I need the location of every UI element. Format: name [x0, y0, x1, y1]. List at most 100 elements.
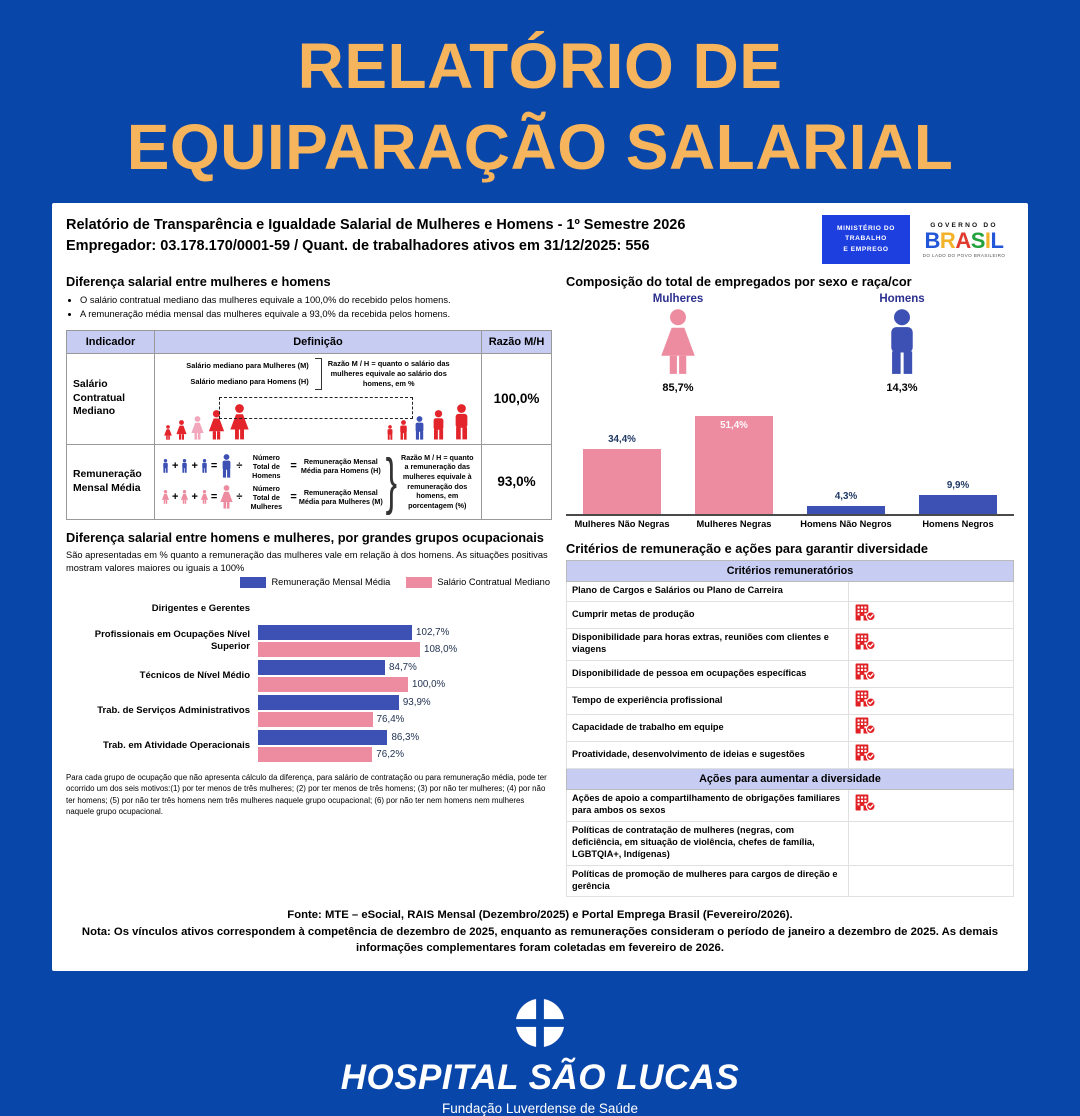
- pay-gap-bullets: O salário contratual mediano das mulhere…: [80, 293, 552, 322]
- occ-bar-value: 86,3%: [391, 732, 420, 744]
- occ-category-label: Trab. em Atividade Operacionais: [103, 740, 250, 752]
- comp-bar: 4,3%: [807, 491, 885, 514]
- occupational-chart-legend: Remuneração Mensal Média Salário Contratu…: [66, 576, 550, 588]
- criteria-row: Tempo de experiência profissional: [566, 686, 1015, 715]
- woman-icon: [181, 490, 189, 504]
- definition-cell: Salário mediano para Mulheres (M) Salári…: [154, 352, 482, 445]
- gov-letter: I: [984, 227, 991, 253]
- criteria-label: Políticas de contratação de mulheres (ne…: [566, 820, 849, 866]
- criteria-check-cell: [847, 659, 1015, 688]
- criteria-row: Proatividade, desenvolvimento de ideias …: [566, 740, 1015, 769]
- man-icon: [222, 454, 231, 478]
- criteria-group-header: Critérios remuneratórios: [566, 559, 1014, 582]
- company-check-icon: [855, 717, 876, 735]
- occ-chart-row: Técnicos de Nível Médio 84,7% 100,0%: [66, 659, 552, 694]
- criteria-check-cell: [847, 740, 1015, 769]
- brace-shape: }: [385, 446, 397, 516]
- criteria-label: Disponibilidade de pessoa em ocupações e…: [566, 659, 849, 688]
- comp-axis-line: [566, 513, 1014, 516]
- occ-chart-row: Trab. de Serviços Administrativos 93,9% 76…: [66, 694, 552, 729]
- criteria-check-cell: [847, 627, 1015, 661]
- gov-letter: B: [924, 227, 941, 253]
- table-row-salario-mediano: Salário Contratual Mediano Salário media…: [66, 352, 552, 445]
- indicator-table: Indicador Definição Razão M/H Salário Co…: [66, 329, 552, 520]
- occ-category-label: Profissionais em Ocupações Nível Superio…: [94, 629, 250, 653]
- man-icon: [387, 424, 393, 440]
- formula-divide-label: Número Total de Mulheres: [250, 483, 283, 511]
- company-check-icon: [855, 794, 876, 812]
- criteria-row: Cumprir metas de produção: [566, 600, 1015, 629]
- gov-logo-bottom: DO LADO DO POVO BRASILEIRO: [922, 252, 1006, 258]
- picto-mulheres: Mulheres 85,7%: [566, 293, 790, 394]
- ratio-value: 93,0%: [481, 443, 552, 520]
- picto-label: Mulheres: [652, 292, 704, 305]
- criteria-row: Disponibilidade de pessoa em ocupações e…: [566, 659, 1015, 688]
- col-header-indicador: Indicador: [66, 329, 155, 354]
- comp-category-label: Mulheres Negras: [696, 518, 772, 529]
- comp-category-label: Homens Negros: [922, 518, 994, 529]
- company-check-icon: [855, 663, 876, 681]
- man-icon: [163, 459, 168, 473]
- occ-chart-row: Profissionais em Ocupações Nível Superio…: [66, 624, 552, 659]
- ministry-line: MINISTÉRIO DO: [837, 225, 895, 233]
- occ-bar: [258, 747, 373, 763]
- man-icon: [182, 459, 188, 473]
- picto-label: Homens: [879, 292, 925, 305]
- women-group: [163, 403, 251, 440]
- occ-bar: [258, 695, 399, 711]
- woman-icon: [191, 415, 204, 440]
- definition-label-women: Salário mediano para Mulheres (M): [186, 361, 309, 371]
- occ-category-label: Trab. de Serviços Administrativos: [97, 705, 250, 717]
- woman-icon: [208, 409, 225, 440]
- occupational-subtitle: São apresentadas em % quanto a remuneraç…: [66, 549, 548, 573]
- report-employer: Empregador: 03.178.170/0001-59 / Quant. …: [66, 237, 650, 254]
- criteria-check-cell: [847, 713, 1015, 742]
- company-check-icon: [855, 690, 876, 708]
- picto-value: 14,3%: [886, 381, 918, 394]
- comp-bar-value: 4,3%: [834, 490, 858, 502]
- criteria-label: Tempo de experiência profissional: [566, 686, 849, 715]
- picto-homens: Homens 14,3%: [790, 293, 1014, 394]
- man-icon: [202, 459, 207, 473]
- comp-category-label: Mulheres Não Negras: [574, 518, 670, 529]
- hospital-cross-icon: [514, 996, 566, 1049]
- legend-item: Remuneração Mensal Média: [240, 576, 390, 588]
- comp-bar-value: 51,4%: [720, 419, 748, 431]
- formula-equals-label: Remuneração Mensal Média para Homens (H): [300, 457, 381, 476]
- comp-plot: 34,4% 51,4% 4,3% 9,9%: [566, 408, 1014, 514]
- comp-category-label: Homens Não Negros: [800, 518, 892, 529]
- report-card: Relatório de Transparência e Igualdade S…: [52, 203, 1028, 971]
- report-columns: Diferença salarial entre mulheres e home…: [66, 268, 1015, 898]
- indicator-table-header-row: Indicador Definição Razão M/H: [66, 329, 552, 354]
- criteria-label: Proatividade, desenvolvimento de ideias …: [566, 740, 849, 769]
- man-icon: [433, 409, 444, 440]
- formula-women: + + = ÷ Número Total de Mulheres = Remuneração…: [161, 484, 383, 511]
- criteria-check-cell: [847, 820, 1015, 866]
- occ-chart-row: Dirigentes e Gerentes: [66, 594, 552, 624]
- section-title-occupational: Diferença salarial entre homens e mulher…: [66, 529, 544, 545]
- woman-icon: [164, 424, 172, 440]
- gov-letter: L: [990, 227, 1004, 253]
- occ-bar-value: 102,7%: [416, 627, 450, 639]
- gov-letter: R: [939, 227, 956, 253]
- occ-bar: [258, 730, 388, 746]
- ministry-line: TRABALHO: [845, 235, 887, 243]
- hospital-name: HOSPITAL SÃO LUCAS: [340, 1057, 740, 1097]
- criteria-group-header: Ações para aumentar a diversidade: [566, 767, 1014, 790]
- occ-bar-value: 93,9%: [402, 697, 431, 709]
- comp-bar: 9,9%: [919, 480, 997, 514]
- occ-category-label: Dirigentes e Gerentes: [151, 602, 250, 614]
- bracket-shape: [314, 357, 322, 390]
- criteria-label: Plano de Cargos e Salários ou Plano de C…: [566, 580, 849, 602]
- occ-bar: [258, 625, 413, 641]
- company-check-icon: [855, 604, 876, 622]
- woman-icon: [661, 309, 695, 374]
- gov-brasil-logo: GOVERNO DO BRASIL DO LADO DO POVO BRASIL…: [918, 222, 1010, 258]
- occupational-footnote: Para cada grupo de ocupação que não apre…: [66, 772, 547, 817]
- hospital-brand: HOSPITAL SÃO LUCAS Fundação Luverdense d…: [0, 996, 1080, 1116]
- criteria-table: Critérios remuneratórios Plano de Cargos …: [566, 559, 1015, 898]
- ministry-line: E EMPREGO: [843, 245, 889, 253]
- indicator-name: Remuneração Mensal Média: [66, 443, 155, 520]
- occ-category-label: Técnicos de Nível Médio: [139, 670, 250, 682]
- people-pictogram-row: [161, 394, 475, 440]
